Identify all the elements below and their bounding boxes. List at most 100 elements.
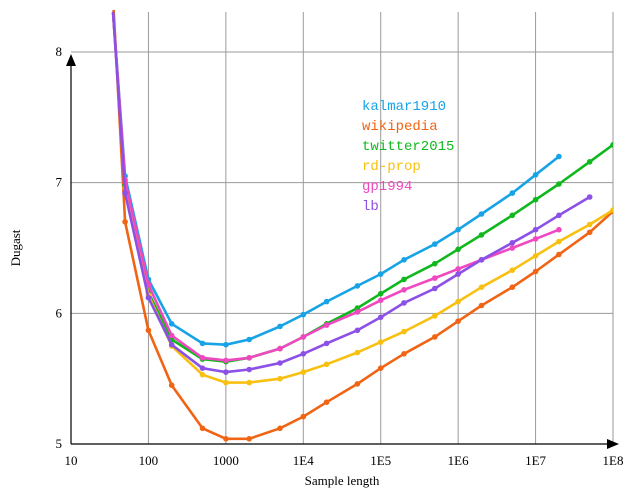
- data-point: [122, 190, 128, 196]
- x-tick-label: 100: [139, 453, 159, 468]
- x-tick-label: 10: [65, 453, 78, 468]
- x-tick-label: 1E8: [603, 453, 624, 468]
- series-kalmar1910: [111, 11, 562, 348]
- x-tick-labels: 10 100 1000 1E4 1E5 1E6 1E7 1E8: [65, 453, 624, 468]
- axes: [66, 54, 619, 449]
- data-point: [168, 382, 175, 389]
- data-point: [532, 226, 539, 233]
- data-point: [223, 379, 229, 386]
- data-point: [478, 284, 485, 291]
- data-point: [168, 332, 175, 339]
- legend-entry: gp1994: [362, 179, 412, 195]
- data-point: [300, 351, 307, 357]
- data-point: [377, 297, 384, 304]
- series-line: [111, 11, 561, 346]
- series-lb: [111, 11, 593, 375]
- data-point: [246, 366, 252, 373]
- data-point: [401, 276, 407, 283]
- data-point: [455, 226, 461, 233]
- data-point: [478, 302, 485, 309]
- data-point: [199, 340, 206, 347]
- series-line: [111, 11, 591, 374]
- data-point: [432, 334, 438, 340]
- data-point: [432, 241, 438, 247]
- x-axis-arrow: [607, 439, 619, 449]
- data-point: [509, 284, 516, 291]
- data-point: [199, 355, 206, 361]
- y-axis-label: Dugast: [8, 229, 23, 266]
- data-point: [432, 260, 438, 267]
- data-point: [509, 245, 516, 251]
- data-point: [323, 340, 330, 347]
- data-point: [532, 196, 539, 203]
- data-point: [168, 321, 175, 327]
- data-point: [401, 257, 407, 263]
- data-point: [145, 294, 152, 301]
- x-axis-label: Sample length: [305, 473, 380, 488]
- data-point: [432, 285, 438, 292]
- data-point: [401, 300, 407, 306]
- x-tick-label: 1000: [213, 453, 239, 468]
- data-point: [556, 181, 562, 187]
- data-point: [509, 267, 516, 274]
- legend: kalmar1910 wikipedia twitter2015 rd-prop gp1…: [362, 99, 454, 215]
- data-point: [478, 232, 485, 238]
- data-point: [556, 238, 562, 245]
- data-point: [432, 313, 438, 319]
- legend-entry: lb: [362, 199, 379, 215]
- data-point: [223, 369, 229, 375]
- data-point: [455, 318, 461, 325]
- x-tick-label: 1E4: [293, 453, 314, 468]
- legend-entry: kalmar1910: [362, 99, 446, 115]
- grid: [71, 12, 614, 444]
- data-point: [277, 425, 283, 432]
- data-point: [377, 314, 384, 321]
- y-tick-label: 6: [56, 305, 63, 320]
- data-point: [323, 298, 330, 305]
- data-point: [300, 413, 307, 420]
- data-point: [586, 159, 593, 165]
- data-point: [532, 172, 539, 178]
- data-point: [455, 298, 461, 305]
- data-point: [556, 251, 562, 258]
- data-point: [277, 345, 283, 352]
- series-line: [111, 11, 561, 362]
- data-point: [223, 357, 229, 364]
- data-point: [377, 290, 384, 297]
- data-point: [478, 257, 485, 263]
- data-point: [377, 365, 384, 372]
- y-tick-labels: 5 6 7 8: [56, 44, 63, 451]
- series-gp1994: [111, 11, 562, 364]
- data-point: [532, 253, 539, 259]
- y-axis-arrow: [66, 54, 76, 66]
- data-point: [432, 275, 438, 281]
- data-point: [556, 153, 562, 160]
- data-point: [532, 236, 539, 242]
- data-point: [223, 436, 229, 442]
- data-point: [556, 212, 562, 219]
- x-tick-label: 1E7: [525, 453, 546, 468]
- data-point: [199, 365, 206, 372]
- data-point: [277, 323, 283, 330]
- data-point: [223, 341, 229, 348]
- data-point: [377, 271, 384, 277]
- data-point: [168, 341, 175, 348]
- data-point: [455, 271, 461, 277]
- data-point: [586, 221, 593, 228]
- data-point: [246, 355, 252, 361]
- data-point: [354, 349, 361, 356]
- y-tick-label: 8: [56, 44, 63, 59]
- data-point: [354, 283, 361, 289]
- legend-entry: rd-prop: [362, 159, 421, 175]
- legend-entry: wikipedia: [362, 119, 438, 135]
- data-point: [300, 369, 307, 375]
- data-point: [354, 327, 361, 334]
- data-point: [354, 381, 361, 387]
- data-point: [323, 399, 330, 406]
- series-line: [112, 10, 613, 441]
- series-layer: [111, 10, 613, 442]
- data-point: [509, 212, 516, 219]
- data-point: [455, 246, 461, 253]
- data-point: [354, 305, 361, 311]
- data-point: [610, 207, 613, 213]
